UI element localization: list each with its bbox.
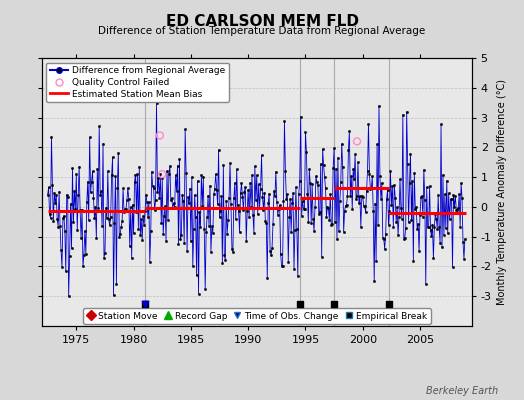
Point bbox=[158, 171, 167, 177]
Point bbox=[330, 300, 339, 307]
Text: ED CARLSON MEM FLD: ED CARLSON MEM FLD bbox=[166, 14, 358, 29]
Point bbox=[353, 138, 361, 144]
Point bbox=[141, 300, 149, 307]
Legend: Station Move, Record Gap, Time of Obs. Change, Empirical Break: Station Move, Record Gap, Time of Obs. C… bbox=[83, 308, 431, 324]
Point bbox=[156, 132, 164, 139]
Text: Difference of Station Temperature Data from Regional Average: Difference of Station Temperature Data f… bbox=[99, 26, 425, 36]
Point bbox=[296, 300, 304, 307]
Text: Berkeley Earth: Berkeley Earth bbox=[425, 386, 498, 396]
Y-axis label: Monthly Temperature Anomaly Difference (°C): Monthly Temperature Anomaly Difference (… bbox=[497, 79, 507, 305]
Point bbox=[141, 300, 149, 307]
Point bbox=[385, 300, 394, 307]
